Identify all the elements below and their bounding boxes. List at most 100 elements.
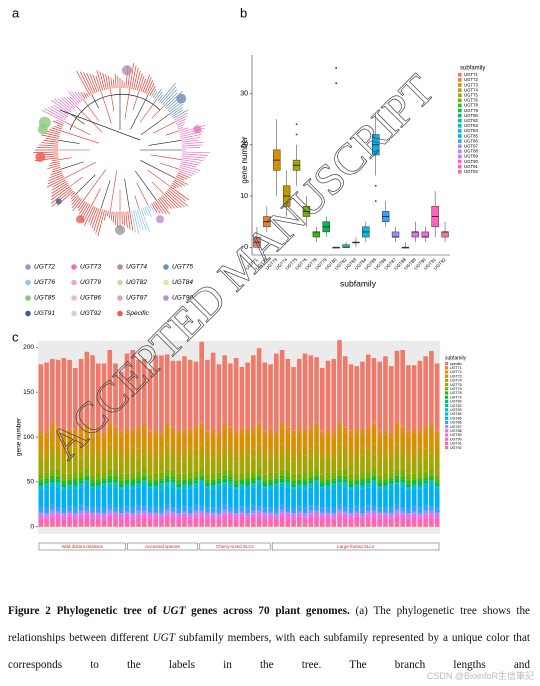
bar-segment <box>388 484 394 486</box>
bar-segment <box>147 474 153 481</box>
bar-segment <box>423 480 428 484</box>
bar-segment <box>170 360 176 427</box>
legend-label: UGT74 <box>464 87 478 92</box>
bar-segment <box>159 524 164 527</box>
bar-segment <box>90 487 95 491</box>
bar-segment <box>365 487 371 506</box>
bar-segment <box>411 516 417 517</box>
bar-segment <box>423 516 428 518</box>
bar-segment <box>285 481 291 483</box>
tree-branch <box>173 181 183 187</box>
bar-segment <box>297 459 302 474</box>
y-axis-title: gene number <box>240 136 249 183</box>
bar-segment <box>360 485 365 489</box>
bar-segment <box>38 516 44 519</box>
bar-segment <box>187 428 193 430</box>
bar-segment <box>337 515 342 517</box>
bar-segment <box>308 484 314 488</box>
bar-segment <box>78 516 84 518</box>
bar-segment <box>233 490 239 508</box>
bar-segment <box>216 472 222 479</box>
tree-branch <box>77 91 84 101</box>
bar-segment <box>193 505 199 511</box>
bar-segment <box>222 428 227 445</box>
bar-segment <box>193 480 199 484</box>
bar-segment <box>90 514 95 517</box>
bar-segment <box>331 489 337 508</box>
bar-segment <box>285 524 291 527</box>
bar-segment <box>153 428 159 430</box>
bar-segment <box>383 514 388 517</box>
bar-segment <box>331 485 337 490</box>
bar-segment <box>262 486 268 488</box>
bar-segment <box>302 433 308 448</box>
bar-segment <box>199 477 204 481</box>
y-tick-label: 10 <box>240 193 248 200</box>
tree-branch <box>77 199 84 209</box>
bar-segment <box>406 490 411 508</box>
tree-branch <box>178 127 189 132</box>
bar-segment <box>417 507 423 514</box>
tree-branch <box>93 208 102 231</box>
bar-segment <box>331 515 337 518</box>
bar-segment <box>406 461 411 474</box>
bar-segment <box>394 444 400 455</box>
bar-segment <box>239 450 245 460</box>
bar-segment <box>136 471 141 478</box>
tree-branch <box>178 126 184 130</box>
legend-label: UGT71 <box>450 366 462 370</box>
bar-segment <box>44 451 49 460</box>
y-tick-label: 150 <box>23 389 34 396</box>
bar-segment <box>256 485 262 507</box>
tree-branch <box>139 99 157 123</box>
tree-branch <box>175 176 185 181</box>
bar-segment <box>429 475 434 478</box>
bar-segment <box>118 487 124 489</box>
bar-segment <box>216 507 222 514</box>
bar-segment <box>429 524 434 527</box>
bar-segment <box>210 428 216 430</box>
bar-segment <box>377 482 382 487</box>
bar-segment <box>285 432 291 447</box>
bar-segment <box>147 459 153 475</box>
bar-segment <box>394 482 400 484</box>
tree-branch <box>166 190 185 208</box>
tree-branch <box>72 198 83 212</box>
bar-segment <box>319 459 325 475</box>
bar-segment <box>50 478 55 483</box>
bar-segment <box>279 475 285 479</box>
bar-segment <box>411 490 417 507</box>
tree-branch <box>130 94 149 130</box>
tree-branch <box>174 112 188 121</box>
bar-segment <box>84 468 90 476</box>
bar-segment <box>182 516 187 525</box>
bar-segment <box>308 457 314 472</box>
bar-segment <box>429 468 434 476</box>
bar-segment <box>84 480 90 482</box>
bar-segment <box>268 518 273 525</box>
bar-segment <box>55 359 61 427</box>
bar-segment <box>251 487 256 506</box>
bar-segment <box>417 485 423 489</box>
bar-segment <box>84 422 90 424</box>
bar-segment <box>222 482 227 484</box>
bar-segment <box>251 516 256 518</box>
bar-segment <box>141 475 147 478</box>
bar-segment <box>342 507 348 512</box>
bar-segment <box>429 485 434 507</box>
bar-segment <box>38 364 44 429</box>
bar-segment <box>279 509 285 513</box>
tree-branch <box>60 161 84 170</box>
bar-segment <box>159 515 164 518</box>
tree-branch <box>47 176 65 185</box>
bar-segment <box>400 482 405 485</box>
bar-segment <box>348 430 354 436</box>
bar-segment <box>187 472 193 479</box>
bar-segment <box>400 507 405 512</box>
bar-segment <box>176 430 181 436</box>
bar-segment <box>147 518 153 525</box>
tree-branch <box>132 90 140 111</box>
bar-segment <box>124 473 130 480</box>
bar-segment <box>50 509 55 513</box>
bar-segment <box>371 444 377 455</box>
